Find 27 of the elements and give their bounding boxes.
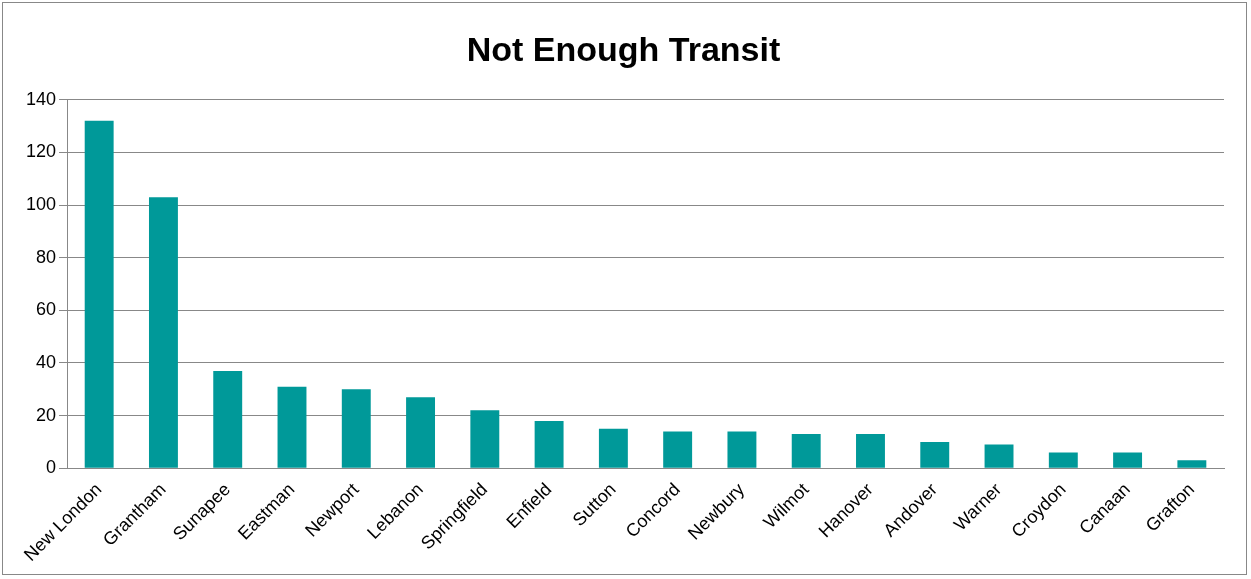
y-tick-label: 0: [46, 457, 57, 478]
y-tick-label: 140: [25, 88, 57, 109]
bar: [277, 386, 307, 468]
y-tick-label: 80: [36, 246, 57, 267]
bar: [1177, 460, 1207, 468]
y-tick-label: 40: [36, 351, 57, 372]
y-tick-label: 100: [25, 194, 57, 215]
bar: [791, 434, 821, 468]
bar: [984, 444, 1014, 468]
bar: [1113, 452, 1143, 468]
y-tick-label: 20: [36, 404, 57, 425]
y-tick-label: 60: [36, 299, 57, 320]
bar: [727, 431, 757, 468]
bar: [406, 397, 436, 468]
chart-title: Not Enough Transit: [466, 29, 781, 68]
bar: [1048, 452, 1078, 468]
bar: [213, 370, 243, 468]
y-tick-label: 120: [25, 141, 57, 162]
bar: [84, 120, 114, 468]
bar: [148, 197, 178, 468]
bar: [534, 420, 564, 468]
bar: [470, 410, 500, 468]
bar: [920, 441, 950, 468]
bar: [341, 389, 371, 468]
bar: [856, 434, 885, 468]
bar: [663, 431, 693, 468]
bar: [598, 428, 628, 468]
